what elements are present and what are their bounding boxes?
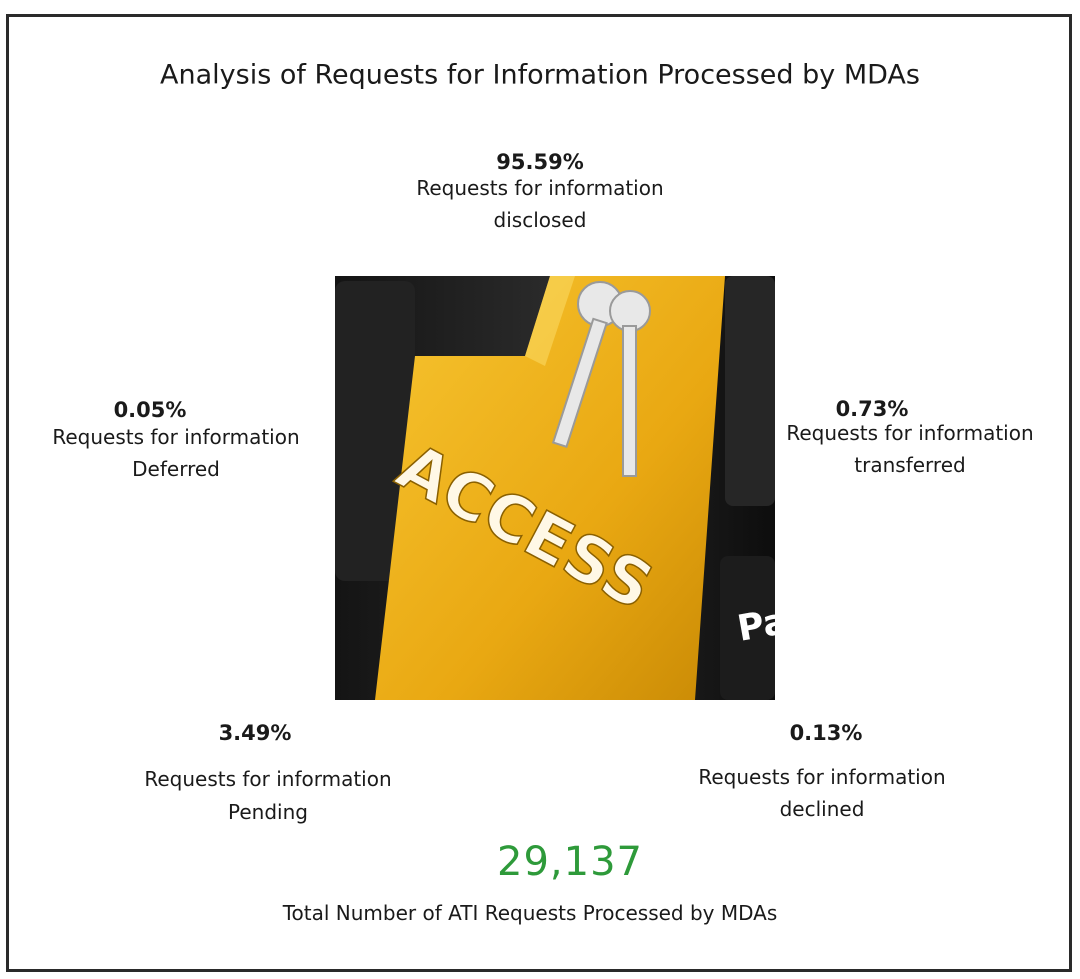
stat-value: 3.49% [219, 721, 292, 745]
stat-value: 95.59% [496, 150, 583, 174]
stat-value: 0.05% [114, 398, 187, 422]
stat-label: Requests for information [52, 425, 299, 449]
stat-label: Deferred [132, 457, 220, 481]
stat-label: Requests for information [416, 176, 663, 200]
stat-label: Requests for information [786, 421, 1033, 445]
side-text: Pa [734, 601, 775, 650]
stat-value: 0.13% [790, 721, 863, 745]
total-label: Total Number of ATI Requests Processed b… [283, 901, 778, 925]
total-value: 29,137 [497, 839, 643, 885]
stat-label: Requests for information [144, 767, 391, 791]
page: {"title": "Analysis of Requests for Info… [0, 0, 1080, 979]
stat-label: Pending [228, 800, 308, 824]
stat-label: transferred [854, 453, 965, 477]
access-image: ACCESS Pa [335, 276, 775, 700]
title: Analysis of Requests for Information Pro… [160, 60, 920, 91]
stat-label: Requests for information [698, 765, 945, 789]
stat-label: disclosed [494, 208, 587, 232]
stat-value: 0.73% [836, 397, 909, 421]
stat-label: declined [780, 797, 865, 821]
